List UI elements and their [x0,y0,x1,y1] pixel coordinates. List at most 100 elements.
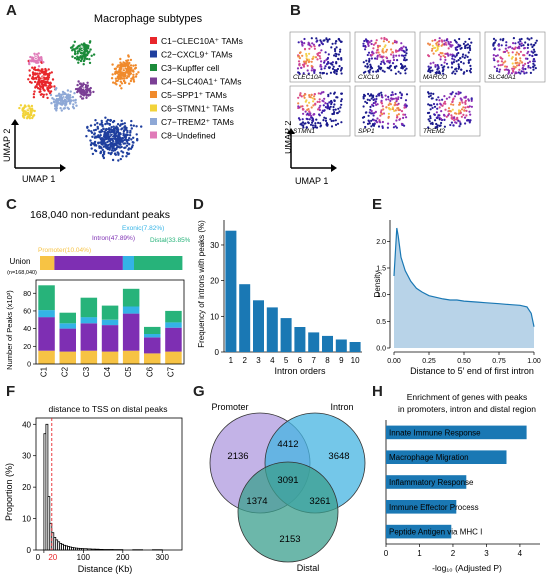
y-tick-label: 2.0 [376,239,386,246]
feature-point [405,48,408,51]
plot-frame [35,279,185,365]
umap-point [72,103,75,106]
feature-point [395,119,398,122]
umap-point [33,109,36,113]
umap-point [113,152,117,156]
feature-point [509,45,512,49]
umap-point [29,55,32,59]
feature-point [460,98,463,101]
feature-point [381,113,384,116]
feature-point [388,67,391,70]
feature-point [366,62,369,65]
feature-point [369,105,372,108]
venn-circle-distal [237,461,339,563]
umap-point [105,120,108,123]
umap-point [108,148,111,151]
umap-point [51,78,55,81]
umap-point [79,95,82,98]
feature-point [399,91,402,94]
y-tick-label: 0 [215,348,220,357]
umap-point [55,98,58,102]
bar [253,300,264,352]
feature-point [451,55,454,58]
feature-point [524,57,528,60]
feature-point [298,57,301,60]
umap-point [104,116,107,119]
feature-point [512,37,515,40]
umap-point [103,130,106,134]
umap-point [136,137,139,141]
feature-point [395,126,398,129]
feature-point [338,50,342,53]
feature-point [435,111,438,114]
umap-point [113,67,117,71]
feature-point [400,49,403,52]
feature-point [382,112,386,115]
y-tick-label: 40 [22,420,31,429]
umap-point [73,40,77,43]
feature-point [320,111,323,114]
stacked-bar-segment [144,337,161,354]
feature-point [459,57,462,60]
umap-point [96,122,99,125]
panel-h-title-2: in promoters, intron and distal region [398,404,536,414]
feature-point [376,48,379,52]
feature-point [392,97,395,100]
umap-point [76,50,80,53]
x-tick-label: 0.25 [422,358,436,365]
feature-point [533,64,536,67]
feature-plot-marco: MARCO [419,31,481,83]
umap-point [80,43,83,46]
umap-point [76,46,79,49]
feature-point [507,51,510,54]
umap-point [78,86,82,90]
feature-point [467,51,470,54]
feature-point [453,95,457,98]
cluster-label: 8 [34,55,38,62]
umap-point [76,52,79,55]
feature-point [532,48,535,51]
y-tick-label: 0 [27,362,31,369]
set-label-distal: Distal [297,563,320,573]
feature-point [387,103,390,107]
legend-swatch [150,50,157,58]
feature-point [382,59,385,62]
umap-point [28,114,32,118]
umap-point [112,149,115,152]
feature-point [515,58,518,61]
umap-point [94,149,98,153]
feature-point [311,124,314,127]
feature-point [518,62,521,65]
umap-point [106,136,110,140]
feature-point [336,112,339,115]
feature-point [374,119,378,122]
panel-c-ylabel: Number of Peaks (x10³) [5,290,14,370]
feature-point [373,111,376,115]
umap-point [77,44,80,48]
arrow-up-icon [287,128,295,134]
feature-point [318,51,322,54]
feature-point [450,61,453,64]
feature-point [462,72,465,75]
feature-point [387,95,390,98]
umap-point [81,88,84,92]
umap-point [131,144,134,147]
feature-point [443,39,446,42]
umap-point [97,142,100,145]
umap-point [121,151,125,154]
feature-point [439,103,442,106]
feature-point [372,52,375,55]
feature-point [436,107,439,110]
feature-point [363,39,366,43]
feature-point [389,99,392,102]
panel-g-venn: Promoter Intron Distal 2136 3648 2153 44… [209,402,366,573]
umap-point [81,46,84,50]
feature-point [496,54,499,57]
feature-point [426,111,430,115]
feature-point [458,103,461,106]
feature-point [460,46,463,50]
umap-point [30,110,33,113]
y-tick-label: 20 [23,344,31,351]
feature-point [530,43,533,46]
